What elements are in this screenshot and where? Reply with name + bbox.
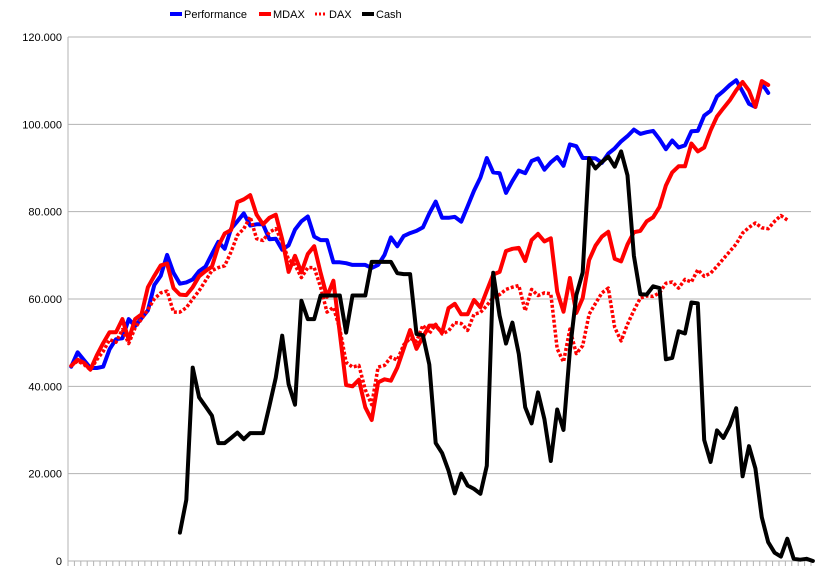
y-tick-label: 0 — [56, 556, 62, 568]
x-tick-marks — [67, 561, 812, 566]
y-tick-label: 100.000 — [22, 119, 62, 131]
series-lines — [69, 78, 815, 563]
y-tick-label: 80.000 — [28, 207, 62, 219]
y-tick-label: 120.000 — [22, 32, 62, 44]
series-line-performance — [69, 78, 771, 370]
y-tick-labels: 0 20.000 40.000 60.000 80.000 100.000 120.000 — [22, 32, 62, 568]
legend-label-cash: Cash — [376, 9, 402, 21]
legend-label-mdax: MDAX — [273, 9, 305, 21]
series-line-cash — [177, 149, 815, 563]
legend-label-performance: Performance — [184, 9, 247, 21]
gridlines — [68, 36, 811, 562]
series-line-dax — [70, 213, 789, 407]
y-tick-label: 20.000 — [28, 469, 62, 481]
y-tick-label: 40.000 — [28, 381, 62, 393]
legend-label-dax: DAX — [329, 9, 352, 21]
series-line-mdax — [69, 79, 771, 422]
chart-legend: Performance MDAX DAX Cash — [170, 9, 402, 21]
y-tick-label: 60.000 — [28, 294, 62, 306]
